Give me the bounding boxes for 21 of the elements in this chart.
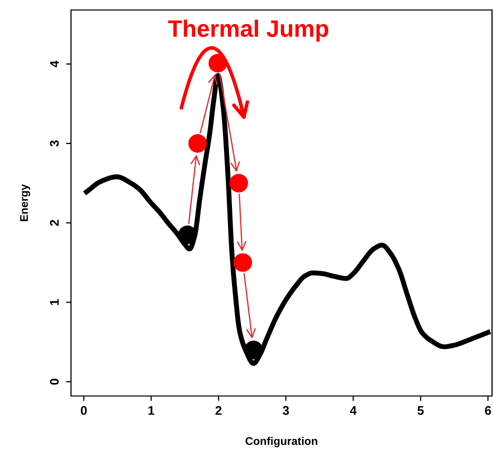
point (188, 134, 207, 153)
y-tick-label: 2 (50, 220, 59, 226)
point (208, 54, 228, 73)
y-tick-label: 0 (50, 378, 59, 385)
x-tick-label: 6 (484, 406, 491, 415)
x-tick-label: 2 (215, 406, 222, 415)
y-tick-label: 4 (50, 60, 59, 68)
annotation: Thermal Jump (168, 20, 328, 42)
x-tick-label: 1 (148, 406, 154, 415)
x-tick-label: 4 (350, 406, 357, 415)
point (244, 340, 263, 360)
x-axis-title: Configuration (246, 436, 318, 448)
y-axis-title: Energy (20, 184, 30, 222)
y-tick-label: 3 (50, 140, 59, 147)
x-tick-label: 5 (418, 406, 424, 415)
x-tick-label: 0 (80, 406, 87, 415)
y-tick-label: 1 (50, 299, 59, 305)
point (178, 225, 197, 244)
point (233, 253, 252, 272)
point (229, 174, 248, 192)
x-tick-label: 3 (282, 406, 289, 415)
